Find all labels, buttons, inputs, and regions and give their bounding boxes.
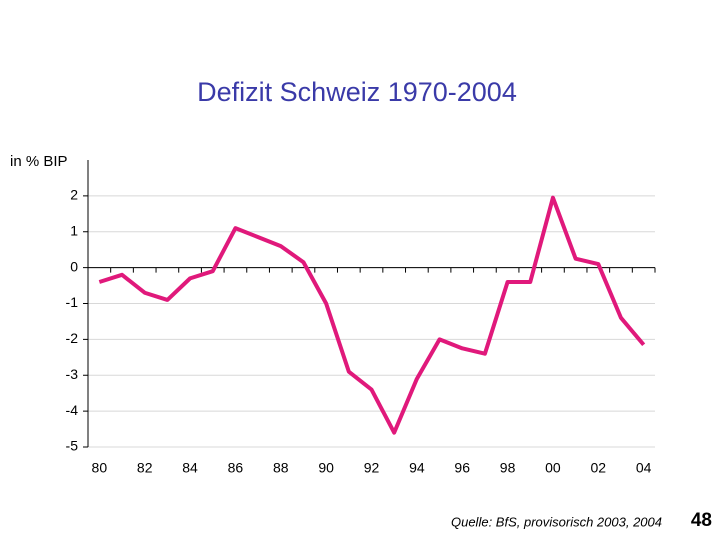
y-tick-label: -5 — [66, 438, 79, 454]
x-tick-label: 88 — [273, 460, 289, 476]
y-tick-label: -4 — [66, 402, 79, 418]
data-line — [98, 195, 646, 435]
page-number: 48 — [691, 510, 712, 531]
x-tick-label: 04 — [636, 460, 652, 476]
x-tick-label: 90 — [318, 460, 334, 476]
x-tick-label: 00 — [545, 460, 561, 476]
x-tick-label: 80 — [92, 460, 108, 476]
y-tick-label: 0 — [70, 258, 78, 274]
y-tick-label: -2 — [66, 330, 79, 346]
x-tick-label: 94 — [409, 460, 425, 476]
y-tick-label: -1 — [66, 294, 79, 310]
x-tick-label: 86 — [228, 460, 244, 476]
y-tick-label: 1 — [70, 222, 78, 238]
x-tick-label: 02 — [591, 460, 607, 476]
y-axis-label: in % BIP — [10, 153, 68, 170]
y-tick-label: 2 — [70, 187, 78, 203]
x-tick-label: 96 — [454, 460, 470, 476]
source: Quelle: BfS, provisorisch 2003, 2004 — [451, 514, 662, 529]
y-tick-label: -3 — [66, 366, 79, 382]
x-tick-label: 82 — [137, 460, 153, 476]
x-tick-label: 92 — [364, 460, 380, 476]
x-tick-label: 98 — [500, 460, 516, 476]
x-tick-label: 84 — [182, 460, 198, 476]
chart-title: Defizit Schweiz 1970-2004 — [197, 77, 517, 107]
